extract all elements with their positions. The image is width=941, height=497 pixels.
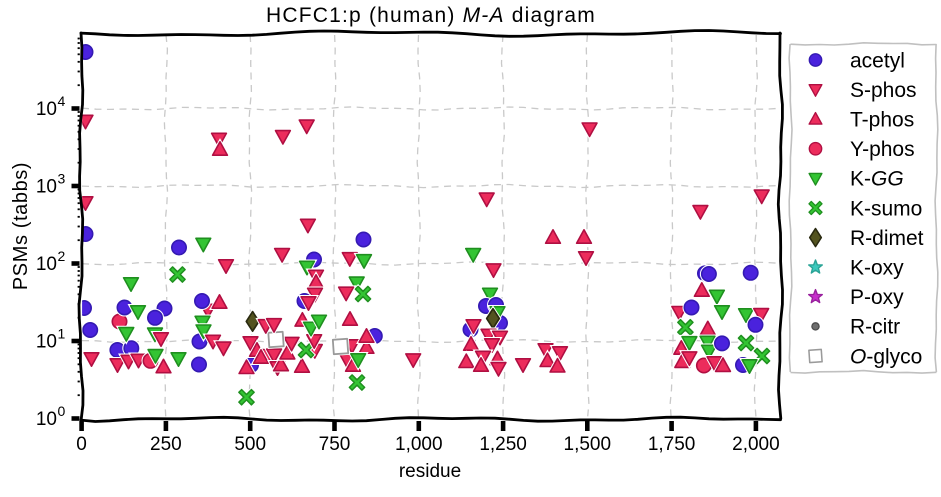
svg-text:0: 0: [58, 403, 66, 419]
svg-text:1,000: 1,000: [395, 434, 443, 455]
svg-text:4: 4: [58, 93, 66, 109]
svg-text:K-GG: K-GG: [850, 168, 904, 191]
svg-text:10: 10: [36, 332, 57, 353]
svg-text:10: 10: [36, 254, 57, 275]
svg-text:0: 0: [76, 434, 87, 455]
svg-text:3: 3: [58, 171, 66, 187]
svg-text:R-dimet: R-dimet: [850, 227, 924, 250]
svg-text:500: 500: [234, 434, 266, 455]
svg-text:2: 2: [58, 248, 66, 264]
svg-text:10: 10: [36, 99, 57, 120]
svg-text:1,500: 1,500: [564, 434, 612, 455]
svg-text:1,750: 1,750: [648, 434, 696, 455]
svg-text:K-sumo: K-sumo: [850, 197, 922, 220]
svg-text:10: 10: [36, 409, 57, 430]
svg-text:PSMs (tabbs): PSMs (tabbs): [10, 162, 32, 290]
svg-text:Y-phos: Y-phos: [850, 138, 915, 161]
svg-text:2,000: 2,000: [732, 434, 780, 455]
svg-text:1,250: 1,250: [479, 434, 527, 455]
svg-text:S-phos: S-phos: [850, 79, 917, 102]
svg-text:1: 1: [58, 326, 66, 342]
svg-text:250: 250: [150, 434, 182, 455]
svg-text:750: 750: [319, 434, 351, 455]
svg-text:10: 10: [36, 177, 57, 198]
svg-text:T-phos: T-phos: [850, 109, 914, 132]
svg-text:residue: residue: [399, 461, 461, 482]
svg-text:R-citr: R-citr: [850, 316, 900, 339]
svg-text:K-oxy: K-oxy: [850, 257, 904, 280]
svg-text:P-oxy: P-oxy: [850, 286, 904, 309]
svg-text:O-glyco: O-glyco: [850, 345, 922, 368]
svg-text:acetyl: acetyl: [850, 49, 905, 72]
svg-text:HCFC1:p (human) M-A diagram: HCFC1:p (human) M-A diagram: [266, 4, 596, 27]
